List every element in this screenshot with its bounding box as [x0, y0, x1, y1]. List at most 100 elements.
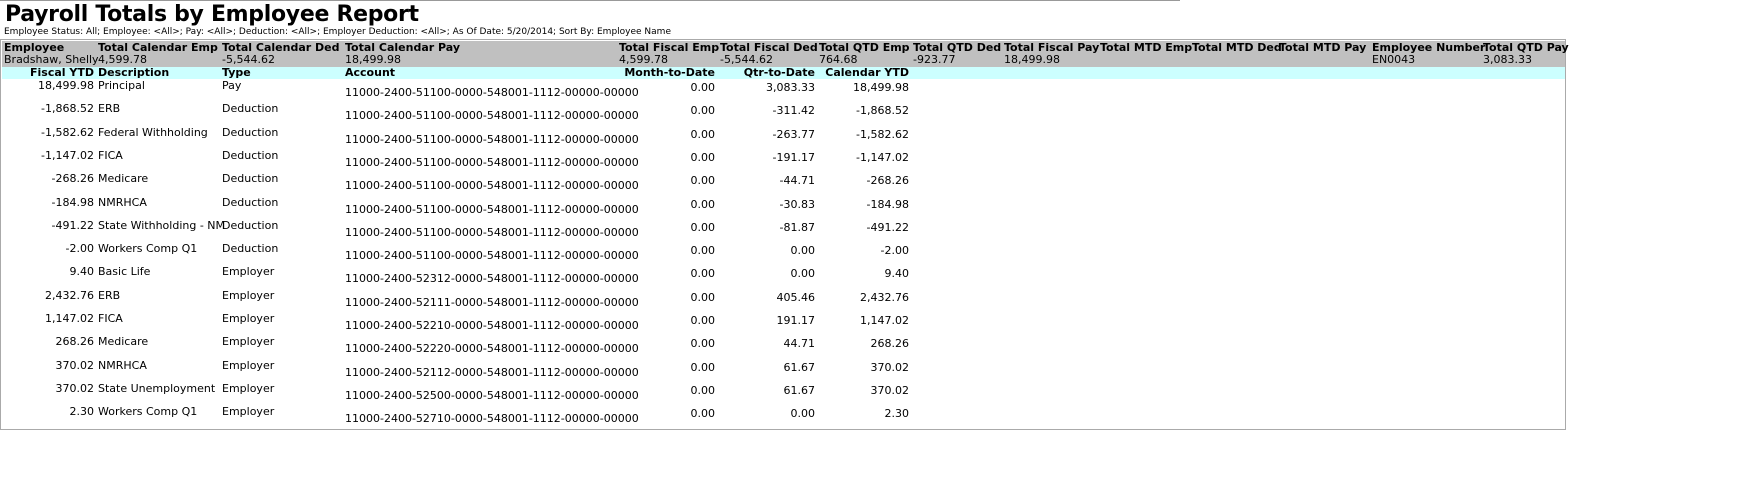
row-calendar-ytd: 2,432.76: [860, 291, 909, 304]
row-account: 11000-2400-51100-0000-548001-1112-00000-…: [345, 179, 639, 192]
row-type: Deduction: [222, 102, 279, 115]
row-fiscal-ytd: -1,582.62: [41, 126, 94, 139]
summary-value: 18,499.98: [345, 53, 401, 66]
row-type: Deduction: [222, 242, 279, 255]
row-account: 11000-2400-52111-0000-548001-1112-00000-…: [345, 296, 639, 309]
row-description: NMRHCA: [98, 359, 147, 372]
summary-value: EN0043: [1372, 53, 1416, 66]
row-qtr-to-date: 405.46: [776, 291, 816, 304]
summary-header: Total Fiscal Emp: [619, 41, 720, 54]
row-month-to-date: 0.00: [690, 151, 716, 164]
row-qtr-to-date: -311.42: [772, 104, 815, 117]
summary-header: Total MTD Emp: [1100, 41, 1193, 54]
row-fiscal-ytd: -491.22: [51, 219, 94, 232]
row-qtr-to-date: -191.17: [772, 151, 815, 164]
row-account: 11000-2400-52220-0000-548001-1112-00000-…: [345, 342, 639, 355]
summary-value: 4,599.78: [619, 53, 668, 66]
row-month-to-date: 0.00: [690, 291, 716, 304]
row-type: Employer: [222, 382, 275, 395]
row-calendar-ytd: -184.98: [866, 198, 909, 211]
detail-header: Month-to-Date: [624, 66, 715, 79]
row-fiscal-ytd: 9.40: [69, 265, 95, 278]
row-calendar-ytd: -2.00: [880, 244, 909, 257]
row-description: Federal Withholding: [98, 126, 208, 139]
detail-header: Account: [345, 66, 396, 79]
row-account: 11000-2400-52710-0000-548001-1112-00000-…: [345, 412, 639, 425]
row-type: Deduction: [222, 196, 279, 209]
row-fiscal-ytd: 370.02: [55, 359, 95, 372]
row-calendar-ytd: 370.02: [870, 384, 910, 397]
summary-header: Total Calendar Ded: [222, 41, 340, 54]
row-description: FICA: [98, 312, 123, 325]
detail-header: Fiscal YTD: [30, 66, 94, 79]
detail-header-band: [2, 67, 1565, 79]
row-fiscal-ytd: 2.30: [69, 405, 95, 418]
row-account: 11000-2400-52112-0000-548001-1112-00000-…: [345, 366, 639, 379]
row-type: Employer: [222, 335, 275, 348]
row-month-to-date: 0.00: [690, 244, 716, 257]
row-type: Deduction: [222, 172, 279, 185]
row-calendar-ytd: 1,147.02: [860, 314, 909, 327]
row-month-to-date: 0.00: [690, 361, 716, 374]
row-fiscal-ytd: -268.26: [51, 172, 94, 185]
summary-header: Employee Number: [1372, 41, 1486, 54]
row-qtr-to-date: 191.17: [776, 314, 816, 327]
summary-value: -5,544.62: [222, 53, 275, 66]
row-month-to-date: 0.00: [690, 128, 716, 141]
summary-header: Total Calendar Emp: [98, 41, 218, 54]
row-fiscal-ytd: -184.98: [51, 196, 94, 209]
row-calendar-ytd: 9.40: [884, 267, 910, 280]
row-calendar-ytd: -268.26: [866, 174, 909, 187]
row-fiscal-ytd: 268.26: [55, 335, 95, 348]
row-qtr-to-date: -81.87: [779, 221, 815, 234]
row-qtr-to-date: -30.83: [779, 198, 815, 211]
detail-header: Type: [222, 66, 251, 79]
row-month-to-date: 0.00: [690, 198, 716, 211]
row-description: State Unemployment: [98, 382, 216, 395]
report-body: Employee Bradshaw, Shelly Total Calendar E…: [0, 39, 1569, 430]
summary-header: Total QTD Pay: [1483, 41, 1569, 54]
summary-value: 4,599.78: [98, 53, 147, 66]
summary-header: Employee: [4, 41, 65, 54]
row-month-to-date: 0.00: [690, 407, 716, 420]
row-fiscal-ytd: 370.02: [55, 382, 95, 395]
row-description: Medicare: [98, 335, 149, 348]
row-calendar-ytd: -1,582.62: [856, 128, 909, 141]
row-month-to-date: 0.00: [690, 267, 716, 280]
row-calendar-ytd: 18,499.98: [853, 81, 909, 94]
summary-value: -5,544.62: [720, 53, 773, 66]
row-month-to-date: 0.00: [690, 221, 716, 234]
row-qtr-to-date: -263.77: [772, 128, 815, 141]
row-fiscal-ytd: 18,499.98: [38, 79, 94, 92]
summary-header: Total Fiscal Pay: [1004, 41, 1100, 54]
row-account: 11000-2400-52312-0000-548001-1112-00000-…: [345, 272, 639, 285]
row-month-to-date: 0.00: [690, 314, 716, 327]
row-qtr-to-date: 44.71: [783, 337, 816, 350]
row-qtr-to-date: 61.67: [783, 361, 816, 374]
row-month-to-date: 0.00: [690, 337, 716, 350]
row-type: Pay: [222, 79, 242, 92]
summary-value: Bradshaw, Shelly: [4, 53, 99, 66]
row-description: State Withholding - NM: [98, 219, 226, 232]
row-account: 11000-2400-51100-0000-548001-1112-00000-…: [345, 109, 639, 122]
row-account: 11000-2400-51100-0000-548001-1112-00000-…: [345, 86, 639, 99]
summary-value: 18,499.98: [1004, 53, 1060, 66]
row-type: Employer: [222, 265, 275, 278]
row-description: Principal: [98, 79, 145, 92]
row-fiscal-ytd: -1,868.52: [41, 102, 94, 115]
report-title: Payroll Totals by Employee Report: [5, 2, 419, 27]
row-type: Deduction: [222, 149, 279, 162]
row-month-to-date: 0.00: [690, 81, 716, 94]
row-account: 11000-2400-52500-0000-548001-1112-00000-…: [345, 389, 639, 402]
detail-header: Description: [98, 66, 170, 79]
row-calendar-ytd: 268.26: [870, 337, 910, 350]
detail-header: Qtr-to-Date: [743, 66, 815, 79]
summary-header: Total MTD Ded: [1192, 41, 1282, 54]
summary-header: Total QTD Emp: [819, 41, 910, 54]
summary-header: Total Fiscal Ded: [720, 41, 818, 54]
row-type: Employer: [222, 405, 275, 418]
row-month-to-date: 0.00: [690, 384, 716, 397]
row-qtr-to-date: -44.71: [779, 174, 815, 187]
summary-header: Total MTD Pay: [1279, 41, 1367, 54]
top-divider: [0, 0, 1180, 1]
